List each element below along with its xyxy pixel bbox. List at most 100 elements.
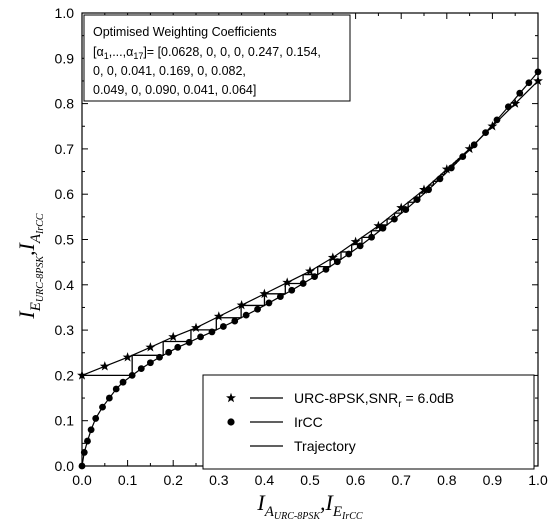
- ircc-point: [99, 403, 106, 411]
- urc-8psk-point: [168, 331, 179, 342]
- urc-8psk-line: [81, 80, 539, 376]
- y-tick-label: 0.1: [55, 413, 75, 429]
- ircc-point: [525, 79, 533, 87]
- ircc-point: [276, 293, 284, 300]
- x-tick-label: 0.6: [346, 472, 366, 488]
- ircc-point: [459, 153, 467, 161]
- annotation-line-1: [α1,...,α17]= [0.0628, 0, 0, 0, 0.247, 0…: [93, 45, 321, 61]
- ircc-point: [197, 333, 204, 341]
- annotation-title: Optimised Weighting Coefficients: [93, 25, 277, 39]
- ircc-point: [402, 206, 410, 214]
- urc-8psk-point: [122, 352, 133, 362]
- ircc-point: [105, 394, 113, 402]
- urc-8psk-point: [396, 202, 407, 212]
- urc-8psk-point: [350, 236, 361, 246]
- ircc-point: [92, 415, 100, 422]
- ircc-point: [185, 338, 193, 346]
- annotation-box: Optimised Weighting Coefficients [α1,...…: [83, 14, 351, 102]
- ircc-point: [254, 305, 261, 313]
- legend-item-urc: URC-8PSK,SNRr = 6.0dB: [226, 390, 454, 410]
- ircc-point: [165, 348, 173, 356]
- urc-8psk-point: [487, 121, 498, 131]
- urc-8psk-point: [464, 143, 475, 154]
- ircc-point: [368, 233, 375, 241]
- ircc-point: [147, 359, 154, 367]
- trajectory-line: [82, 150, 469, 377]
- legend-item-ircc: IrCC: [227, 414, 323, 430]
- urc-8psk-point: [145, 342, 156, 352]
- urc-8psk-point: [191, 322, 201, 333]
- y-axis-title: IEURC-8PSK,IAIrCC: [14, 213, 46, 320]
- ircc-point: [137, 365, 145, 373]
- axis-ticks: 0.00.0 0.1 0.1 0.2 0.2 0.3 0.3 0.4 0.4 0.5 0.5 0.6 0…: [55, 5, 548, 488]
- ircc-point: [87, 426, 95, 434]
- ircc-point: [311, 273, 318, 281]
- ircc-point: [504, 103, 512, 111]
- urc-8psk-point: [236, 299, 247, 310]
- annotation-line-2: 0, 0, 0.041, 0.169, 0, 0.082,: [93, 64, 246, 78]
- ircc-point: [356, 242, 364, 250]
- x-tick-label: 0.4: [255, 472, 275, 488]
- ircc-point: [516, 89, 524, 97]
- urc-8psk-point: [373, 220, 384, 231]
- ircc-point: [84, 437, 91, 445]
- x-tick-label: 0.5: [300, 472, 320, 488]
- y-tick-label: 0.0: [55, 458, 75, 474]
- ircc-point: [288, 286, 296, 294]
- urc-8psk-point: [305, 266, 315, 276]
- ircc-point: [447, 164, 455, 172]
- ircc-point: [493, 116, 501, 124]
- ircc-point: [413, 196, 421, 204]
- x-tick-label: 0.0: [72, 472, 92, 488]
- ircc-point: [299, 280, 307, 287]
- svg-text:IrCC: IrCC: [294, 414, 323, 430]
- ircc-point: [156, 353, 163, 361]
- x-tick-label: 0.8: [437, 472, 457, 488]
- urc-8psk-point: [99, 361, 110, 371]
- x-tick-label: 1.0: [528, 472, 548, 488]
- ircc-point: [128, 372, 136, 379]
- urc-8psk-point: [419, 184, 429, 194]
- x-tick-label: 0.7: [391, 472, 411, 488]
- urc-8psk-point: [259, 288, 270, 299]
- ircc-point: [119, 378, 127, 386]
- ircc-point: [470, 141, 478, 149]
- x-tick-label: 0.3: [209, 472, 229, 488]
- svg-text:Trajectory: Trajectory: [294, 438, 356, 454]
- ircc-point: [482, 129, 489, 136]
- svg-text:URC-8PSK,SNRr = 6.0dB: URC-8PSK,SNRr = 6.0dB: [294, 390, 454, 410]
- ircc-point: [345, 250, 353, 258]
- y-tick-label: 0.9: [55, 50, 75, 66]
- y-tick-label: 0.7: [55, 141, 75, 157]
- ircc-point: [219, 323, 227, 330]
- legend-item-trajectory: Trajectory: [250, 438, 356, 454]
- urc-8psk-point: [441, 164, 452, 174]
- x-tick-label: 0.2: [163, 472, 183, 488]
- ircc-point: [231, 317, 239, 325]
- ircc-point: [265, 299, 273, 307]
- ircc-point: [390, 215, 398, 223]
- ircc-point: [242, 311, 250, 319]
- urc-8psk-point: [510, 98, 521, 108]
- urc-8psk-point: [327, 252, 338, 262]
- legend-star-marker: [226, 392, 236, 403]
- ircc-point: [379, 224, 387, 232]
- ircc-point: [208, 328, 216, 336]
- x-axis-title: IAURC-8PSK,IEIrCC: [256, 490, 363, 522]
- ircc-point: [322, 265, 330, 273]
- y-tick-label: 1.0: [55, 5, 75, 21]
- urc-8psk-point: [282, 277, 293, 287]
- ircc-point: [333, 258, 341, 266]
- x-tick-label: 0.9: [483, 472, 503, 488]
- y-tick-label: 0.4: [55, 277, 75, 293]
- ircc-point: [436, 175, 444, 183]
- trajectory-layer: [82, 150, 469, 377]
- legend-dot-marker: [227, 418, 235, 426]
- annotation-line-3: 0.049, 0, 0.090, 0.041, 0.064]: [93, 83, 256, 97]
- x-tick-label: 0.1: [118, 472, 138, 488]
- urc-8psk-point: [213, 311, 224, 321]
- y-tick-label: 0.5: [55, 232, 75, 248]
- y-tick-label: 0.2: [55, 367, 75, 383]
- legend: URC-8PSK,SNRr = 6.0dB IrCC Trajectory: [202, 374, 535, 470]
